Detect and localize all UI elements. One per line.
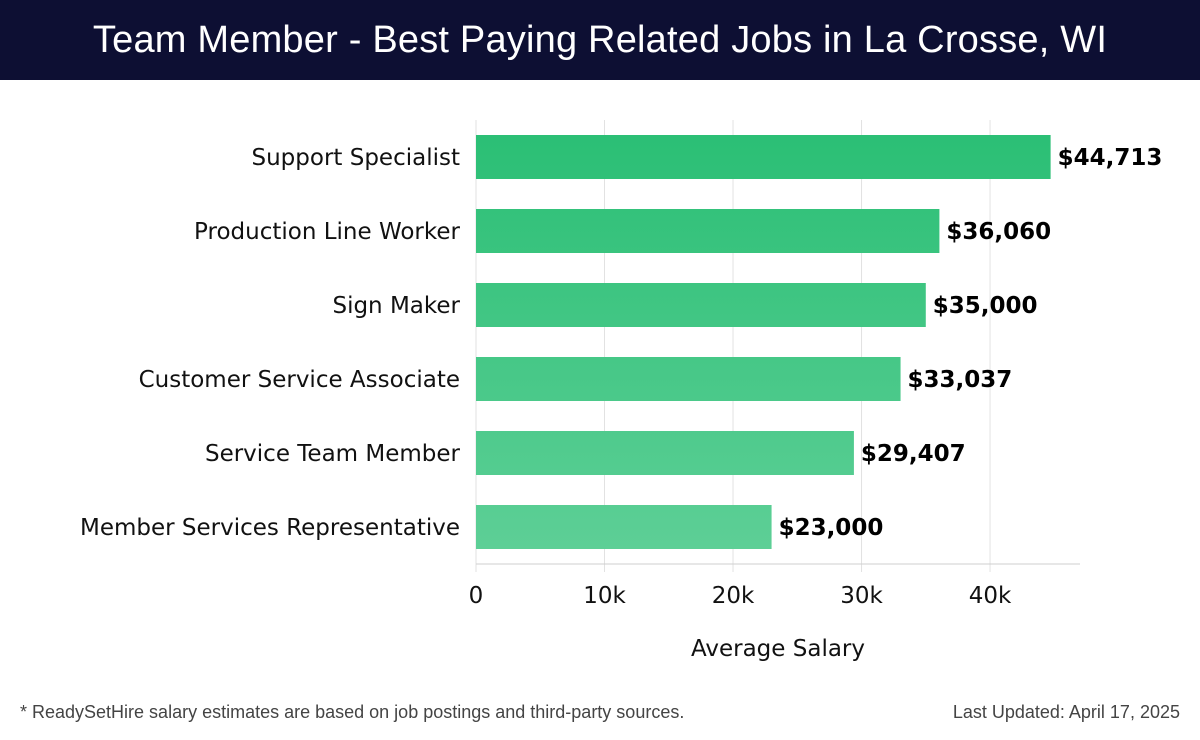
value-label: $35,000 — [933, 293, 1038, 319]
bars: Support Specialist $44,713 Production Line… — [80, 135, 1162, 549]
value-label: $44,713 — [1058, 145, 1163, 171]
bar — [476, 209, 940, 253]
footer-last-updated: Last Updated: April 17, 2025 — [952, 702, 1180, 722]
bar — [476, 431, 854, 475]
salary-bar-chart: Support Specialist $44,713 Production Line… — [80, 120, 1162, 662]
grid-lines — [475, 120, 991, 572]
x-tick-label: 10k — [583, 583, 626, 609]
x-tick-label: 40k — [969, 583, 1012, 609]
value-label: $36,060 — [946, 219, 1051, 245]
footer-disclaimer: * ReadySetHire salary estimates are base… — [20, 702, 685, 722]
value-label: $29,407 — [861, 441, 966, 467]
bar — [476, 505, 772, 549]
value-label: $23,000 — [779, 515, 884, 541]
category-label: Service Team Member — [205, 441, 461, 467]
x-axis-title: Average Salary — [691, 636, 865, 662]
category-label: Support Specialist — [252, 145, 461, 171]
bar — [476, 357, 901, 401]
x-axis: 0 10k 20k 30k 40k — [469, 563, 1080, 609]
value-label: $33,037 — [908, 367, 1013, 393]
x-tick-label: 20k — [712, 583, 755, 609]
bar — [476, 283, 926, 327]
x-tick-label: 30k — [840, 583, 883, 609]
x-tick-label: 0 — [469, 583, 484, 609]
bar — [476, 135, 1051, 179]
category-label: Customer Service Associate — [139, 367, 460, 393]
category-label: Production Line Worker — [194, 219, 460, 245]
category-label: Sign Maker — [332, 293, 460, 319]
category-label: Member Services Representative — [80, 515, 460, 541]
header-bar: Team Member - Best Paying Related Jobs i… — [0, 0, 1200, 80]
page-title: Team Member - Best Paying Related Jobs i… — [92, 18, 1108, 61]
